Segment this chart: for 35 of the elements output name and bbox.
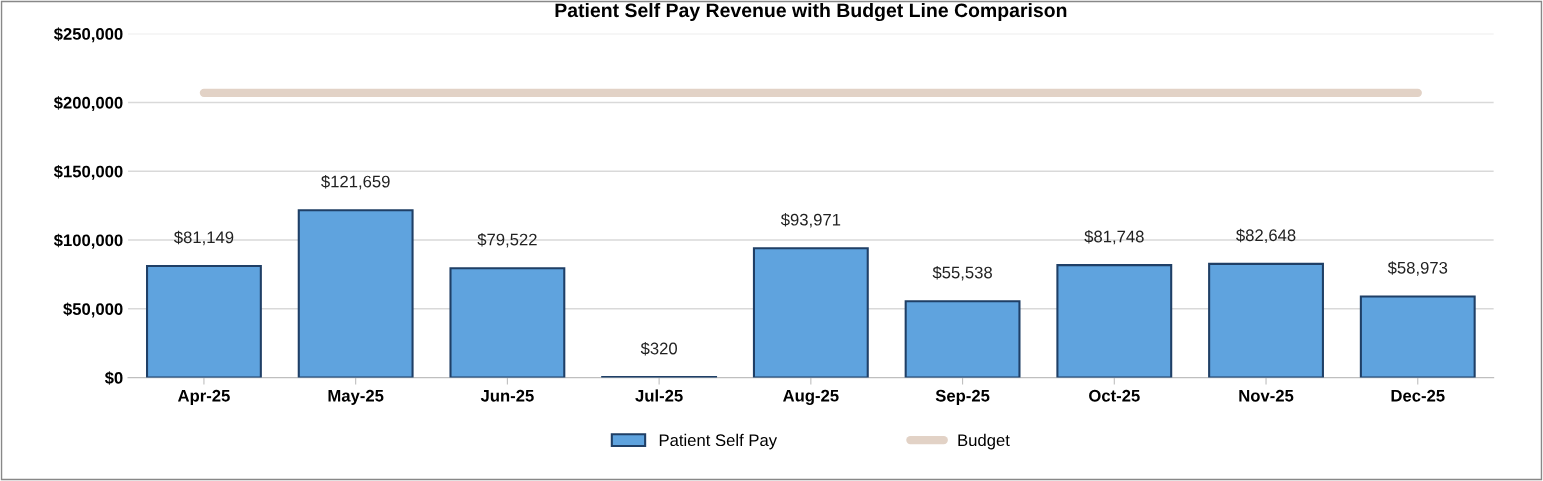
x-tick-label: Oct-25 (1089, 389, 1140, 402)
legend-label: Patient Self Pay (659, 433, 778, 450)
data-label: $320 (640, 341, 678, 356)
bar (752, 247, 869, 378)
bar (297, 209, 414, 378)
data-label: $82,648 (1236, 228, 1296, 244)
bar (449, 267, 566, 378)
x-tick-label: May-25 (328, 389, 384, 405)
x-tick-label: Nov-25 (1239, 389, 1294, 402)
bar (1208, 262, 1324, 378)
y-tick-label: $50,000 (63, 302, 123, 318)
bar (146, 264, 262, 378)
y-tick-label: $250,000 (53, 27, 123, 43)
data-label: $81,149 (173, 230, 234, 246)
bar (1359, 295, 1476, 378)
x-tick-label: Jun-25 (480, 389, 534, 402)
data-label: $58,973 (1387, 261, 1448, 276)
y-tick-label: $0 (104, 371, 123, 385)
chart-title: Patient Self Pay Revenue with Budget Line Comparison (555, 2, 1067, 22)
x-tick-label: Sep-25 (935, 389, 990, 405)
data-label: $93,971 (780, 213, 841, 228)
legend-label: Budget (958, 433, 1010, 450)
x-tick-label: Dec-25 (1391, 389, 1445, 402)
data-label: $55,538 (932, 265, 992, 281)
bar (904, 300, 1021, 378)
data-label: $79,522 (477, 232, 537, 248)
x-tick-label: Apr-25 (177, 389, 230, 405)
y-tick-label: $100,000 (53, 233, 123, 249)
x-tick-label: Jul-25 (635, 389, 683, 402)
data-label: $81,748 (1084, 229, 1144, 245)
data-label: $121,659 (321, 174, 390, 190)
bar (1056, 264, 1173, 378)
y-tick-label: $200,000 (53, 96, 123, 112)
y-tick-label: $150,000 (53, 164, 123, 180)
x-tick-label: Aug-25 (783, 389, 839, 405)
